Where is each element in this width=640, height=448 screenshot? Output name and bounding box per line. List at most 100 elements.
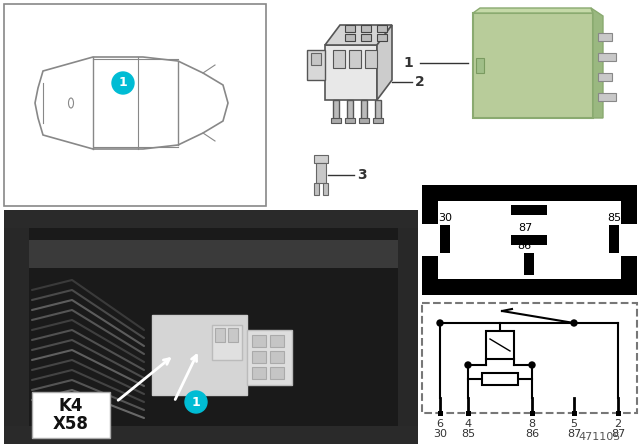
Text: 86: 86: [517, 241, 531, 251]
Bar: [314, 183, 319, 195]
Bar: [323, 183, 328, 195]
Bar: [270, 351, 284, 363]
Bar: [4, 210, 418, 444]
Bar: [609, 225, 619, 253]
Ellipse shape: [68, 98, 74, 108]
Polygon shape: [473, 8, 593, 13]
Bar: [373, 118, 383, 123]
Bar: [598, 93, 616, 101]
Circle shape: [465, 362, 471, 368]
Text: 87: 87: [567, 429, 581, 439]
Text: 5: 5: [570, 419, 577, 429]
Bar: [422, 185, 637, 295]
Bar: [29, 240, 398, 268]
Text: 85: 85: [607, 213, 621, 223]
Polygon shape: [345, 34, 355, 41]
Text: 30: 30: [433, 429, 447, 439]
Bar: [511, 235, 547, 245]
Polygon shape: [35, 57, 228, 149]
Text: 87: 87: [518, 223, 532, 233]
Bar: [349, 50, 361, 68]
Text: X58: X58: [53, 415, 89, 433]
Polygon shape: [377, 34, 387, 41]
Circle shape: [185, 391, 207, 413]
Bar: [440, 225, 450, 253]
Text: 30: 30: [438, 213, 452, 223]
Polygon shape: [377, 25, 387, 32]
Bar: [422, 224, 439, 256]
Bar: [524, 253, 534, 275]
Polygon shape: [345, 25, 355, 32]
Bar: [228, 328, 238, 342]
Polygon shape: [377, 25, 392, 100]
Text: 471105: 471105: [579, 432, 621, 442]
Bar: [4, 426, 418, 444]
Bar: [215, 328, 225, 342]
Bar: [465, 411, 470, 416]
Circle shape: [112, 72, 134, 94]
Bar: [4, 210, 418, 228]
Text: 85: 85: [461, 429, 475, 439]
Bar: [316, 163, 326, 183]
Bar: [333, 50, 345, 68]
Bar: [331, 118, 341, 123]
Text: 2: 2: [415, 75, 425, 89]
Bar: [247, 330, 292, 385]
Bar: [311, 53, 321, 65]
Bar: [598, 53, 616, 61]
Bar: [598, 33, 612, 41]
Bar: [529, 411, 534, 416]
Bar: [438, 201, 621, 279]
Bar: [486, 331, 514, 359]
Circle shape: [529, 362, 535, 368]
Text: 8: 8: [529, 419, 536, 429]
Bar: [4, 228, 29, 426]
Bar: [314, 155, 328, 163]
Bar: [4, 4, 266, 206]
Bar: [270, 335, 284, 347]
Text: 86: 86: [525, 429, 539, 439]
Circle shape: [437, 320, 443, 326]
Polygon shape: [361, 25, 371, 32]
Text: 1: 1: [191, 396, 200, 409]
Bar: [347, 100, 353, 122]
Bar: [398, 228, 418, 426]
Text: 2: 2: [614, 419, 621, 429]
Bar: [270, 367, 284, 379]
Bar: [152, 315, 247, 395]
Bar: [359, 118, 369, 123]
Bar: [365, 50, 377, 68]
Bar: [476, 58, 484, 73]
Bar: [616, 411, 621, 416]
Bar: [333, 100, 339, 122]
Polygon shape: [361, 34, 371, 41]
Text: 1: 1: [118, 77, 127, 90]
Bar: [422, 303, 637, 413]
Bar: [375, 100, 381, 122]
Text: K4: K4: [59, 397, 83, 415]
Bar: [212, 325, 242, 360]
Bar: [438, 411, 442, 416]
Text: 4: 4: [465, 419, 472, 429]
Bar: [572, 411, 577, 416]
Bar: [620, 224, 637, 256]
Bar: [482, 373, 518, 385]
Bar: [598, 73, 612, 81]
Circle shape: [571, 320, 577, 326]
Text: 1: 1: [403, 56, 413, 70]
Bar: [361, 100, 367, 122]
Bar: [32, 392, 110, 438]
Bar: [345, 118, 355, 123]
Text: 6: 6: [436, 419, 444, 429]
Bar: [252, 335, 266, 347]
Text: 87: 87: [611, 429, 625, 439]
Bar: [325, 45, 377, 100]
Bar: [252, 351, 266, 363]
Polygon shape: [325, 25, 392, 45]
Bar: [252, 367, 266, 379]
Bar: [473, 13, 593, 118]
Bar: [307, 50, 325, 80]
Text: 3: 3: [357, 168, 367, 182]
Text: 87: 87: [522, 192, 536, 202]
Polygon shape: [591, 8, 603, 118]
